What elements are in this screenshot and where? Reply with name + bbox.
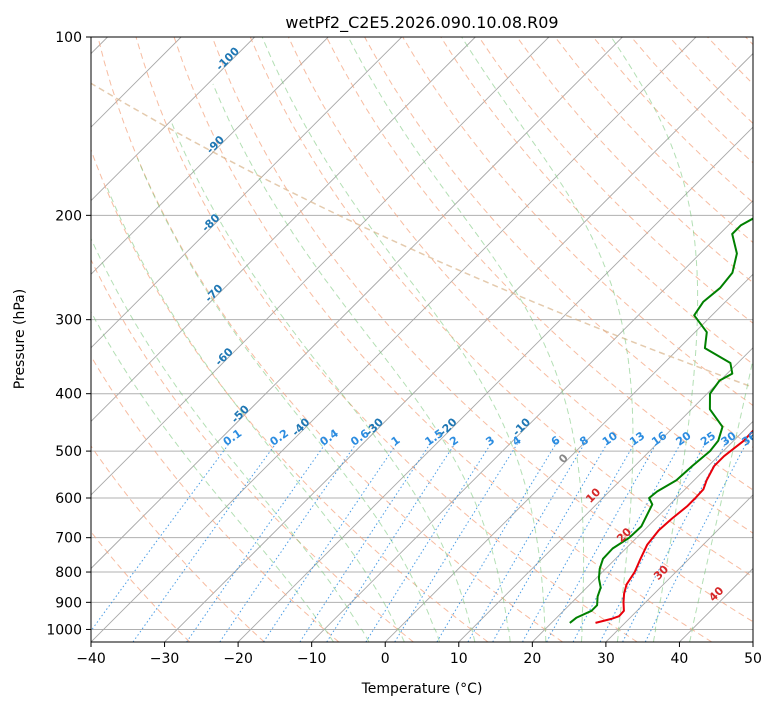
mixing-ratio-line bbox=[299, 440, 433, 642]
moist-adiabat-lines bbox=[91, 37, 753, 642]
dry-adiabat bbox=[97, 37, 563, 642]
mixing-ratio-lines bbox=[91, 440, 749, 642]
isotherm-line bbox=[91, 37, 623, 570]
moist-adiabat bbox=[610, 37, 699, 642]
mixing-ratio-line bbox=[91, 440, 232, 632]
dry-adiabat bbox=[91, 258, 414, 642]
isotherm-line bbox=[91, 37, 329, 275]
dewpoint-trace bbox=[569, 217, 753, 624]
dry-adiabat bbox=[326, 37, 753, 491]
mixing-ratio-line bbox=[572, 440, 683, 642]
isotherm-line bbox=[91, 37, 255, 202]
plot-frame bbox=[90, 36, 754, 643]
x-tick-label: 30 bbox=[597, 651, 615, 667]
y-tick-label: 600 bbox=[55, 491, 82, 507]
moist-adiabat bbox=[91, 237, 370, 642]
mixing-ratio-line bbox=[394, 440, 520, 642]
x-tick-label: 40 bbox=[671, 651, 689, 667]
moist-adiabat bbox=[136, 157, 441, 642]
dry-adiabat bbox=[173, 37, 713, 642]
moist-adiabat bbox=[171, 123, 476, 642]
isotherm-line bbox=[91, 37, 403, 349]
mixing-ratio-line bbox=[132, 440, 279, 642]
moist-adiabat bbox=[91, 310, 334, 642]
mixing-ratio-line bbox=[326, 440, 458, 642]
x-tick-label: −20 bbox=[223, 651, 253, 667]
mixing-ratio-line bbox=[492, 440, 610, 642]
isotherm-line bbox=[384, 273, 753, 642]
isotherm-line bbox=[532, 420, 753, 642]
mixing-ratio-line bbox=[186, 440, 329, 642]
x-axis-label: Temperature (°C) bbox=[361, 681, 483, 697]
x-tick-label: −40 bbox=[76, 651, 106, 667]
x-tick-label: 20 bbox=[523, 651, 541, 667]
x-tick-label: −10 bbox=[297, 651, 327, 667]
y-tick-label: 1000 bbox=[46, 622, 82, 638]
x-tick-label: 0 bbox=[381, 651, 390, 667]
x-tick-label: −30 bbox=[150, 651, 180, 667]
moist-adiabat bbox=[261, 37, 547, 642]
dry-adiabat bbox=[91, 445, 265, 642]
moist-adiabat bbox=[212, 83, 511, 642]
sounding-traces bbox=[569, 217, 753, 624]
y-tick-label: 500 bbox=[55, 444, 82, 460]
dry-adiabat bbox=[287, 37, 753, 534]
mixing-ratio-line bbox=[522, 440, 637, 642]
skewed-isotherm-gridlines bbox=[91, 37, 753, 642]
moist-adiabat bbox=[106, 188, 405, 642]
isotherm-line bbox=[237, 126, 753, 642]
isotherm-line bbox=[91, 37, 476, 422]
moist-adiabat bbox=[689, 356, 753, 642]
y-tick-label: 100 bbox=[55, 30, 82, 46]
isotherm-line bbox=[605, 494, 753, 642]
background-curve bbox=[91, 82, 753, 389]
y-axis-label: Pressure (hPa) bbox=[12, 289, 28, 389]
mixing-ratio-line bbox=[436, 440, 559, 642]
mixing-ratio-line bbox=[467, 440, 587, 642]
y-axis: 100 200 300 400 500 600 700 800 900 1000 bbox=[46, 30, 91, 638]
mixing-ratio-line bbox=[546, 440, 659, 642]
dry-adiabat bbox=[91, 355, 340, 642]
isotherm-line bbox=[91, 37, 550, 496]
dry-adiabat bbox=[249, 37, 753, 578]
y-tick-label: 900 bbox=[55, 595, 82, 611]
dry-adiabat bbox=[135, 37, 638, 642]
mixing-ratio-line bbox=[219, 440, 359, 642]
y-tick-label: 800 bbox=[55, 565, 82, 581]
chart-title: wetPf2_C2E5.2026.090.10.08.R09 bbox=[285, 13, 558, 33]
moist-adiabat bbox=[347, 37, 585, 642]
x-axis: −40 −30 −20 −10 0 10 20 30 40 50 bbox=[76, 642, 762, 667]
isotherm-line bbox=[458, 347, 753, 642]
y-tick-label: 400 bbox=[55, 387, 82, 403]
x-tick-label: 50 bbox=[744, 651, 762, 667]
moist-adiabat bbox=[461, 37, 634, 642]
dry-adiabat-lines bbox=[91, 37, 753, 642]
y-tick-label: 300 bbox=[55, 313, 82, 329]
x-tick-label: 10 bbox=[450, 651, 468, 667]
mixing-ratio-line bbox=[365, 440, 494, 642]
temperature-trace bbox=[595, 429, 753, 624]
mixing-ratio-line bbox=[263, 440, 400, 642]
isotherm-line bbox=[91, 37, 697, 642]
isobar-gridlines bbox=[91, 37, 753, 630]
y-tick-label: 700 bbox=[55, 531, 82, 547]
mixing-ratio-line bbox=[644, 440, 749, 642]
y-tick-label: 200 bbox=[55, 208, 82, 224]
dry-adiabat bbox=[211, 37, 753, 623]
